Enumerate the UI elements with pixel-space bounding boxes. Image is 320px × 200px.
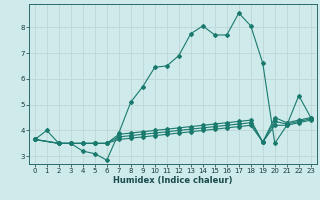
X-axis label: Humidex (Indice chaleur): Humidex (Indice chaleur): [113, 176, 233, 185]
